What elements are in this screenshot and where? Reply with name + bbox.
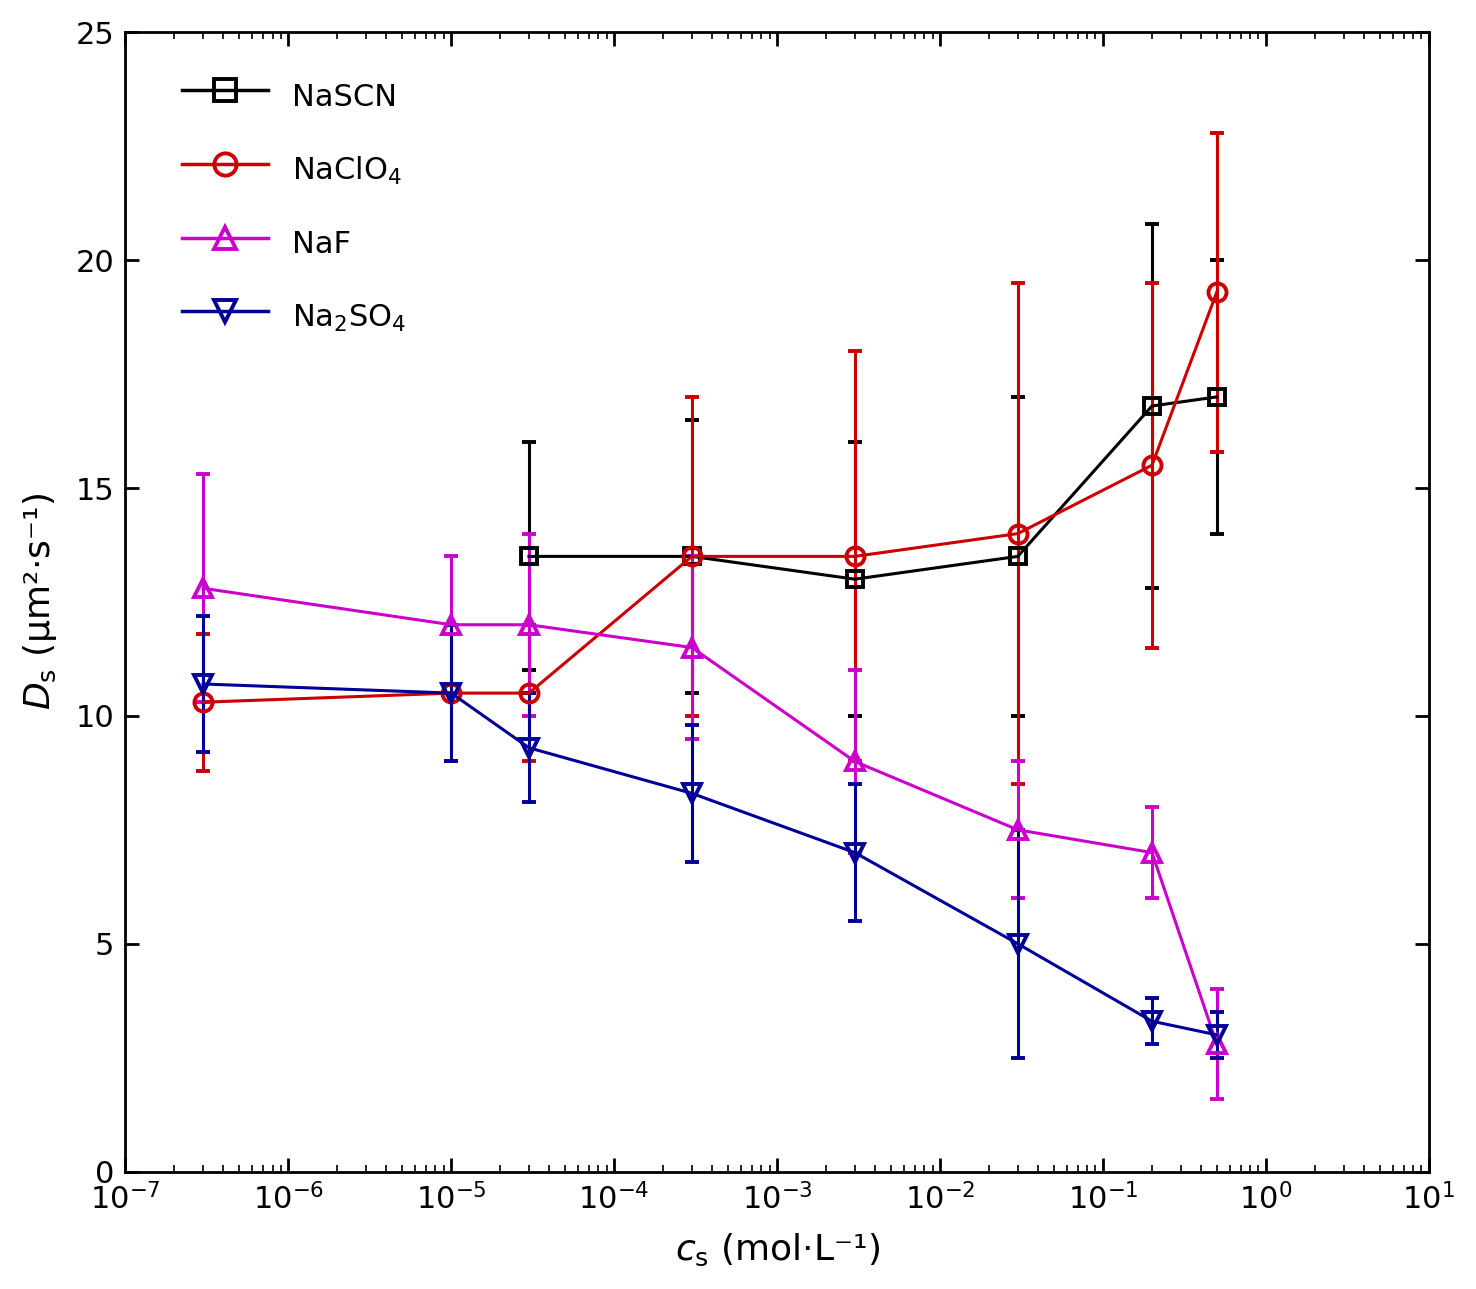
X-axis label: $c_{\mathrm{s}}$ (mol·L⁻¹): $c_{\mathrm{s}}$ (mol·L⁻¹) <box>675 1232 880 1268</box>
Y-axis label: $D_{\mathrm{s}}$ (μm²·s⁻¹): $D_{\mathrm{s}}$ (μm²·s⁻¹) <box>21 494 59 710</box>
Legend: NaSCN, NaClO$_4$, NaF, Na$_2$SO$_4$: NaSCN, NaClO$_4$, NaF, Na$_2$SO$_4$ <box>167 59 422 354</box>
